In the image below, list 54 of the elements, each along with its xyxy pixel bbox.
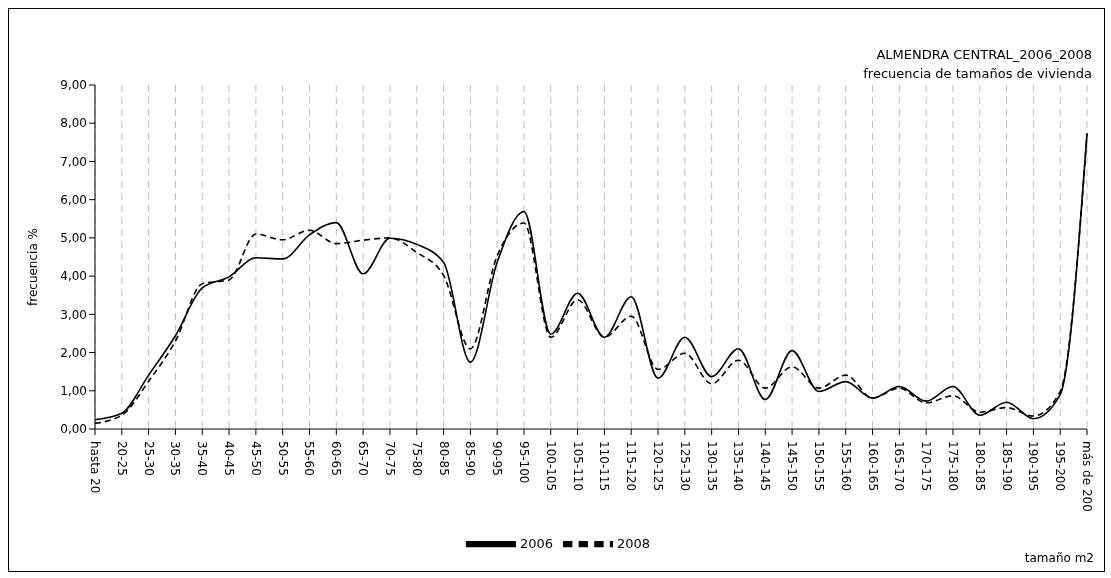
x-tick-label: 145-150 xyxy=(785,441,800,492)
x-tick-label: 110-115 xyxy=(597,441,612,492)
x-tick-label: 75-80 xyxy=(409,441,424,476)
x-tick-label: 70-75 xyxy=(382,441,397,476)
x-tick-label: 175-180 xyxy=(945,441,960,492)
x-tick-label: 90-95 xyxy=(490,441,505,476)
chart-subtitle: frecuencia de tamaños de vivienda xyxy=(863,65,1092,83)
x-tick-label: 170-175 xyxy=(919,441,934,492)
x-tick-label: 185-190 xyxy=(999,441,1014,492)
x-tick-label: 35-40 xyxy=(195,441,210,476)
x-tick-label: 195-200 xyxy=(1053,441,1068,492)
y-tick-label: 2,00 xyxy=(60,345,87,360)
y-tick-label: 4,00 xyxy=(60,269,87,284)
x-tick-label: 150-155 xyxy=(811,441,826,492)
x-tick-label: 60-65 xyxy=(329,441,344,476)
legend-label: 2008 xyxy=(617,535,651,551)
x-tick-label: 105-110 xyxy=(570,441,585,492)
x-tick-label: hasta 20 xyxy=(88,441,102,494)
x-tick-label: 120-125 xyxy=(651,441,666,492)
x-tick-label: 85-90 xyxy=(463,441,478,476)
x-tick-label: 100-105 xyxy=(543,441,558,492)
x-tick-label: 190-195 xyxy=(1026,441,1041,492)
x-tick-label: 140-145 xyxy=(758,441,773,492)
y-tick-label: 1,00 xyxy=(60,384,87,399)
legend-label: 2006 xyxy=(519,535,553,551)
y-tick-label: 5,00 xyxy=(60,231,87,246)
x-tick-label: 115-120 xyxy=(624,441,639,492)
y-tick-label: 7,00 xyxy=(60,154,87,169)
x-tick-label: 130-135 xyxy=(704,441,719,492)
x-tick-label: más de 200 xyxy=(1080,441,1094,512)
x-tick-label: 40-45 xyxy=(222,441,237,476)
x-tick-label: 95-100 xyxy=(516,441,531,484)
x-tick-label: 180-185 xyxy=(972,441,987,492)
x-tick-label: 160-165 xyxy=(865,441,880,492)
x-tick-label: 80-85 xyxy=(436,441,451,476)
y-tick-label: 9,00 xyxy=(60,78,87,93)
chart-title: ALMENDRA CENTRAL_2006_2008 xyxy=(875,46,1092,64)
x-tick-label: 135-140 xyxy=(731,441,746,492)
x-tick-label: 125-130 xyxy=(677,441,692,492)
y-tick-label: 3,00 xyxy=(60,307,87,322)
x-tick-label: 65-70 xyxy=(356,441,371,476)
x-tick-label: 155-160 xyxy=(838,441,853,492)
x-tick-label: 55-60 xyxy=(302,441,317,476)
x-tick-label: 45-50 xyxy=(248,441,263,476)
y-tick-label: 0,00 xyxy=(60,422,87,437)
y-tick-label: 6,00 xyxy=(60,192,87,207)
y-tick-label: 8,00 xyxy=(60,116,87,131)
x-tick-label: 20-25 xyxy=(114,441,129,476)
y-axis-title: frecuencia % xyxy=(26,228,40,306)
x-axis-title: tamaño m2 xyxy=(1024,551,1094,565)
x-tick-label: 50-55 xyxy=(275,441,290,476)
x-tick-label: 25-30 xyxy=(141,441,156,476)
x-tick-label: 165-170 xyxy=(892,441,907,492)
x-tick-label: 30-35 xyxy=(168,441,183,476)
